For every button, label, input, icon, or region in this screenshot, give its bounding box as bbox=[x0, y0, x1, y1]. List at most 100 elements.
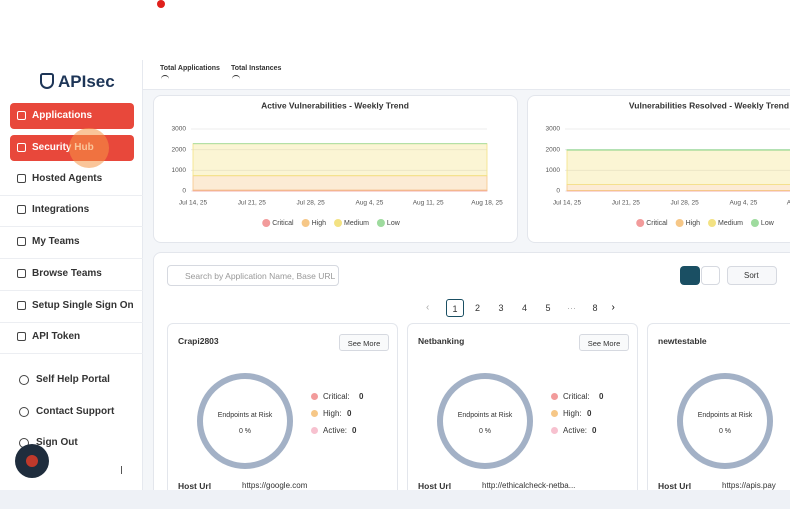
chart-title: Active Vulnerabilities - Weekly Trend bbox=[261, 100, 409, 110]
page-button[interactable]: 3 bbox=[493, 299, 511, 317]
legend-label: High bbox=[312, 220, 327, 227]
page-button[interactable]: ··· bbox=[564, 299, 582, 317]
nav-label: Hosted Agents bbox=[32, 173, 103, 184]
chart: Vulnerabilities Resolved - Weekly Trend 0… bbox=[546, 100, 790, 227]
legend-dot bbox=[551, 427, 558, 434]
legend-label: Critical: bbox=[563, 392, 590, 401]
legend-label: High: bbox=[563, 409, 582, 418]
legend-value: 0 bbox=[347, 409, 352, 418]
nav-icon bbox=[17, 174, 26, 183]
nav-icon bbox=[17, 111, 26, 120]
app-card[interactable]: newtestable Endpoints at Risk 0 % Host Url h… bbox=[647, 323, 790, 490]
x-tick-label: Aug 4, 25 bbox=[355, 200, 383, 207]
x-tick-label: Jul 28, 25 bbox=[671, 200, 700, 207]
x-tick-label: Aug 18, 25 bbox=[471, 200, 503, 207]
page-label: 3 bbox=[498, 303, 504, 313]
see-more[interactable]: See More bbox=[339, 334, 389, 351]
search-placeholder: Search by Application Name, Base URL bbox=[185, 271, 336, 281]
host-url: https://google.com bbox=[242, 481, 308, 490]
y-tick-label: 0 bbox=[182, 188, 186, 195]
nav-item[interactable]: API Token bbox=[10, 324, 134, 350]
legend-dot bbox=[311, 427, 318, 434]
see-more[interactable]: See More bbox=[579, 334, 629, 351]
page-button[interactable]: 1 bbox=[446, 299, 464, 317]
hover-ring bbox=[69, 128, 109, 168]
nav-item[interactable]: Applications bbox=[10, 103, 134, 129]
host-url: https://apis.pay bbox=[722, 481, 776, 490]
footer-icon bbox=[19, 375, 29, 385]
legend-label: Low bbox=[387, 220, 401, 227]
nav-label: Integrations bbox=[32, 204, 90, 215]
sidebar: APIsec Applications Security Hub Hosted Age… bbox=[0, 60, 143, 490]
stat-spinner bbox=[232, 75, 240, 83]
footer-link[interactable]: Contact Support bbox=[36, 406, 115, 417]
legend-label: High: bbox=[323, 409, 342, 418]
legend-label: Active: bbox=[563, 426, 588, 435]
app-name: Crapi2803 bbox=[178, 336, 219, 346]
area bbox=[192, 143, 488, 177]
page-button[interactable]: 2 bbox=[470, 299, 488, 317]
sort-button[interactable]: Sort bbox=[727, 266, 777, 285]
app-card[interactable]: Crapi2803 See More Endpoints at Risk 0 % Cri… bbox=[167, 323, 398, 490]
page-button[interactable]: 5 bbox=[540, 299, 558, 317]
page-next[interactable]: › bbox=[611, 302, 615, 313]
nav-item[interactable]: Setup Single Sign On bbox=[10, 293, 134, 319]
x-tick-label: Jul 21, 25 bbox=[238, 200, 267, 207]
nav-item[interactable]: My Teams bbox=[10, 229, 134, 255]
legend-swatch bbox=[301, 219, 310, 227]
legend-swatch bbox=[675, 219, 684, 227]
stat-label: Total Applications bbox=[160, 65, 220, 72]
footer-icon bbox=[19, 407, 29, 417]
stat-label: Total Instances bbox=[231, 65, 282, 72]
risk-ring bbox=[197, 373, 293, 469]
risk-ring bbox=[437, 373, 533, 469]
y-tick-label: 2000 bbox=[172, 146, 187, 153]
view-grid[interactable] bbox=[680, 266, 700, 285]
footer-link[interactable]: Self Help Portal bbox=[36, 374, 110, 385]
chart-title: Vulnerabilities Resolved - Weekly Trend bbox=[629, 100, 789, 110]
legend-label: High bbox=[686, 220, 701, 227]
footer-strip bbox=[0, 490, 790, 509]
page-button[interactable]: 4 bbox=[517, 299, 535, 317]
cursor-dot bbox=[157, 0, 165, 8]
legend-label: Critical bbox=[646, 220, 668, 227]
divider bbox=[0, 258, 143, 259]
y-tick-label: 0 bbox=[556, 188, 560, 195]
legend: Critical High Medium Low bbox=[262, 219, 401, 227]
nav-icon bbox=[17, 332, 26, 341]
page-prev[interactable]: ‹ bbox=[426, 302, 430, 313]
app-card[interactable]: Netbanking See More Endpoints at Risk 0 % Cr… bbox=[407, 323, 638, 490]
host-label: Host Url bbox=[658, 481, 692, 490]
search-box[interactable]: Search by Application Name, Base URL bbox=[167, 265, 339, 286]
page-label: ··· bbox=[567, 303, 576, 313]
app-name: Netbanking bbox=[418, 336, 465, 346]
y-tick-label: 2000 bbox=[546, 146, 561, 153]
nav-label: Setup Single Sign On bbox=[32, 300, 134, 311]
fab-dot bbox=[26, 455, 38, 467]
legend-swatch bbox=[750, 219, 759, 227]
host-label: Host Url bbox=[418, 481, 452, 490]
view-list[interactable] bbox=[701, 266, 720, 285]
area bbox=[566, 183, 790, 191]
nav-label: API Token bbox=[32, 331, 81, 342]
footer-link[interactable]: Sign Out bbox=[36, 437, 78, 448]
pagination: ‹ 1 2 3 4 5 ··· 8 › bbox=[424, 299, 624, 319]
legend-dot bbox=[311, 393, 318, 400]
nav-item[interactable]: Integrations bbox=[10, 197, 134, 223]
host-url: http://ethicalcheck-netba... bbox=[482, 481, 576, 490]
nav-item[interactable]: Browse Teams bbox=[10, 261, 134, 287]
area bbox=[566, 149, 790, 151]
legend-swatch bbox=[636, 219, 645, 227]
divider bbox=[0, 353, 143, 354]
y-tick-label: 3000 bbox=[172, 126, 187, 133]
legend-label: Medium bbox=[718, 220, 743, 227]
x-tick-label: Jul 14, 25 bbox=[553, 200, 582, 207]
legend-value: 0 bbox=[587, 409, 592, 418]
page-button[interactable]: 8 bbox=[587, 299, 605, 317]
app-panel: Search by Application Name, Base URL Sort… bbox=[153, 252, 790, 490]
collapse-icon[interactable] bbox=[121, 466, 130, 474]
nav-item[interactable]: Hosted Agents bbox=[10, 166, 134, 192]
chart: Active Vulnerabilities - Weekly Trend 0 10… bbox=[172, 100, 503, 227]
app-name: newtestable bbox=[658, 336, 707, 346]
legend-value: 0 bbox=[599, 392, 604, 401]
